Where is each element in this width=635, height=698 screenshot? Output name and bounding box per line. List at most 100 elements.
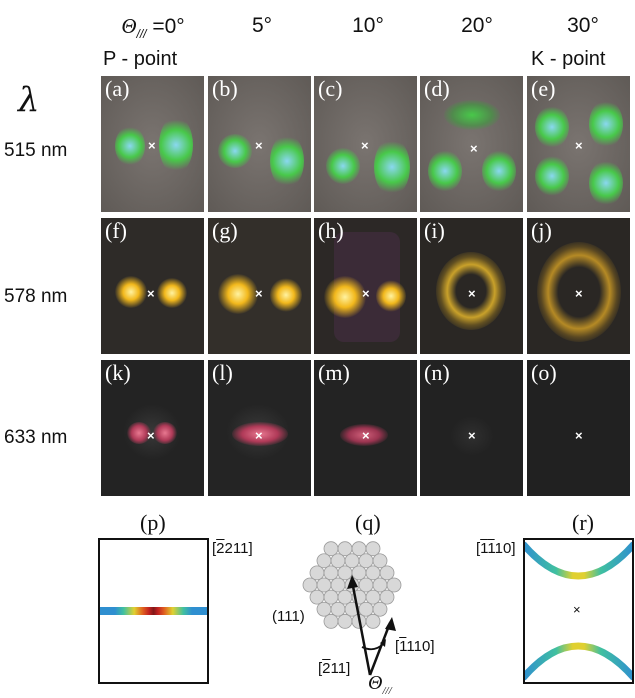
spot-right bbox=[270, 278, 302, 312]
panel-label: (j) bbox=[531, 218, 552, 243]
atom-sphere bbox=[337, 589, 353, 605]
center-mark: × bbox=[255, 286, 263, 301]
subfig-label-q: (q) bbox=[355, 510, 381, 535]
atom-sphere bbox=[365, 565, 381, 581]
center-mark: × bbox=[255, 138, 263, 153]
spot-right bbox=[270, 134, 304, 188]
atom-sphere bbox=[379, 565, 395, 581]
panel-label: (m) bbox=[318, 360, 350, 385]
atom-sphere bbox=[330, 601, 346, 617]
band-diagram-r: × bbox=[523, 538, 634, 684]
subfig-label-r: (r) bbox=[572, 510, 594, 535]
theta-symbol: Θ bbox=[368, 672, 383, 694]
atom-sphere bbox=[351, 565, 367, 581]
center-mark: × bbox=[147, 286, 155, 301]
overbar-digit-2: 1 bbox=[487, 540, 495, 557]
center-mark: × bbox=[362, 286, 370, 301]
theta-label-q: Θ/// bbox=[368, 672, 392, 697]
center-mark: × bbox=[361, 138, 369, 153]
arrow-211 bbox=[350, 580, 372, 676]
direction-digits: 10 bbox=[494, 540, 512, 557]
direction-digits: 211 bbox=[224, 540, 249, 557]
panel-label: (i) bbox=[424, 218, 445, 243]
col-header-30: 30° bbox=[567, 14, 599, 37]
lattice-diagram bbox=[302, 541, 402, 676]
panel-l: (l) × bbox=[208, 360, 311, 496]
atom-sphere bbox=[351, 541, 367, 557]
atom-sphere bbox=[337, 541, 353, 557]
theta-symbol: Θ bbox=[121, 14, 137, 38]
atom-sphere bbox=[379, 589, 395, 605]
atom-sphere bbox=[302, 577, 318, 593]
col-header-0: Θ/// =0° bbox=[98, 14, 208, 41]
band-line bbox=[100, 607, 207, 615]
subfig-label-p: (p) bbox=[140, 510, 166, 535]
spot-bottom-right bbox=[589, 160, 623, 206]
spot-left bbox=[218, 134, 252, 168]
spot-bottom-left bbox=[535, 156, 569, 196]
spot-right bbox=[374, 138, 410, 196]
center-mark: × bbox=[362, 428, 370, 443]
panel-n: (n) × bbox=[420, 360, 523, 496]
atom-sphere bbox=[344, 553, 360, 569]
panel-c: (c) × bbox=[314, 76, 417, 212]
atom-sphere bbox=[330, 553, 346, 569]
spot-left bbox=[115, 126, 145, 166]
atom-sphere bbox=[323, 565, 339, 581]
atom-sphere bbox=[372, 601, 388, 617]
panel-label: (b) bbox=[212, 76, 238, 101]
lower-band bbox=[525, 642, 632, 681]
atom-sphere bbox=[358, 553, 374, 569]
theta-subscript: /// bbox=[136, 27, 147, 42]
spot-left bbox=[428, 150, 462, 192]
panel-label: (n) bbox=[424, 360, 450, 385]
atom-sphere bbox=[365, 541, 381, 557]
arrow-110-head bbox=[385, 617, 396, 631]
panel-label: (h) bbox=[318, 218, 344, 243]
atom-sphere bbox=[323, 541, 339, 557]
overbar-digit: 1 bbox=[399, 638, 407, 655]
atom-sphere bbox=[323, 613, 339, 629]
plane-label-q: (111) bbox=[272, 608, 305, 625]
atom-sphere bbox=[358, 577, 374, 593]
atom-sphere bbox=[372, 553, 388, 569]
atom-sphere bbox=[365, 589, 381, 605]
direction-digits: 11 bbox=[330, 660, 347, 677]
ring bbox=[537, 242, 621, 342]
atom-sphere bbox=[323, 589, 339, 605]
panel-i: (i) × bbox=[420, 218, 523, 354]
spot-right bbox=[482, 150, 516, 192]
faint-glow bbox=[450, 416, 494, 456]
spot-left bbox=[324, 276, 366, 318]
theta-value: =0° bbox=[146, 15, 185, 38]
center-mark: × bbox=[575, 286, 583, 301]
panel-label: (a) bbox=[105, 76, 130, 101]
direction-label-q-110: [1110] bbox=[395, 638, 435, 655]
spot-arc bbox=[232, 422, 288, 446]
overbar-digit: 2 bbox=[216, 540, 225, 557]
spot-left bbox=[127, 422, 151, 444]
spot-right bbox=[376, 280, 406, 312]
panel-h: (h) × bbox=[314, 218, 417, 354]
p-point-label: P - point bbox=[103, 48, 178, 70]
center-mark: × bbox=[470, 141, 478, 156]
k-point-label: K - point bbox=[531, 48, 606, 70]
direction-label-p: [2211] bbox=[212, 540, 253, 557]
overbar-digit: 1 bbox=[480, 540, 488, 557]
panel-e: (e) × bbox=[527, 76, 630, 212]
wavelength-578: 578 nm bbox=[4, 286, 68, 307]
direction-label-q-211: [211] bbox=[318, 660, 351, 677]
atom-sphere bbox=[358, 601, 374, 617]
atom-sphere bbox=[316, 553, 332, 569]
spot-left bbox=[218, 274, 258, 314]
atom-sphere bbox=[386, 577, 402, 593]
panel-label: (c) bbox=[318, 76, 343, 101]
atom-sphere bbox=[372, 577, 388, 593]
atom-sphere bbox=[309, 565, 325, 581]
panel-f: (f) × bbox=[101, 218, 204, 354]
col-header-10: 10° bbox=[352, 14, 384, 37]
atom-sphere bbox=[337, 613, 353, 629]
panel-label: (e) bbox=[531, 76, 556, 101]
atom-sphere bbox=[330, 577, 346, 593]
spot-left bbox=[115, 276, 147, 308]
